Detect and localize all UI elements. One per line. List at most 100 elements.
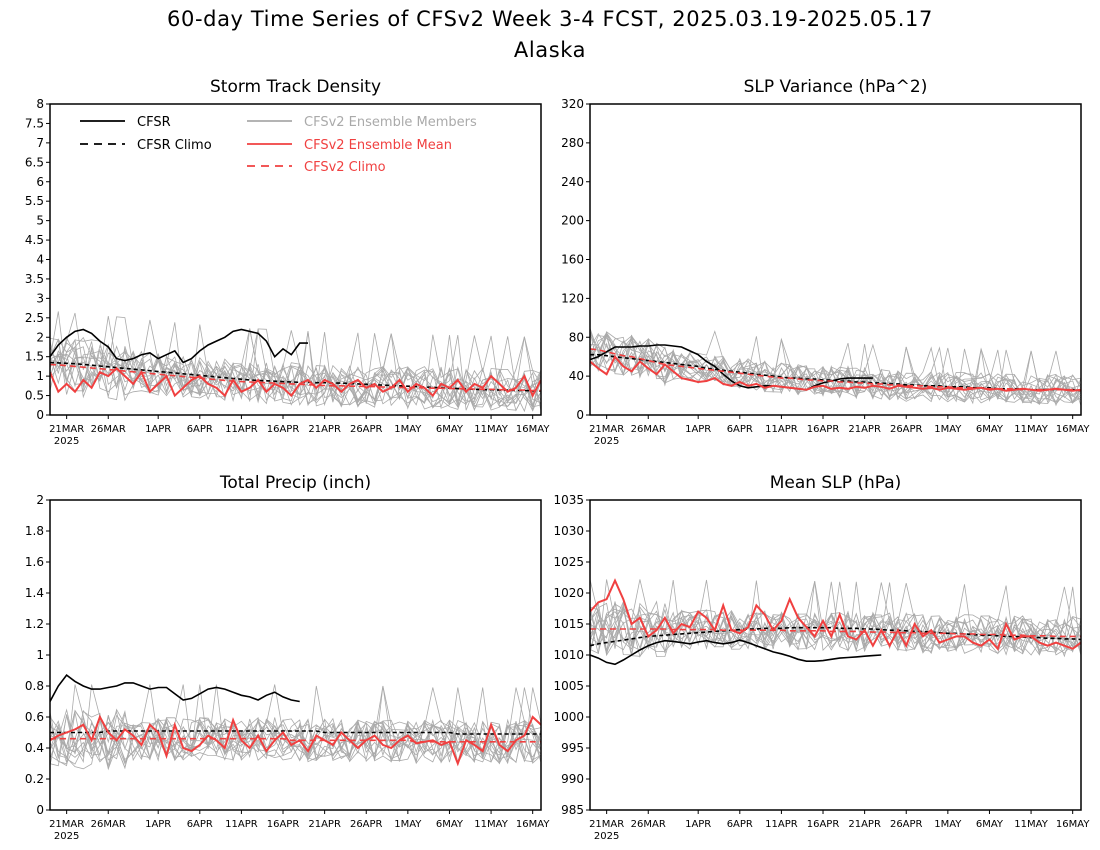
ensemble-member-line — [50, 328, 541, 411]
x-tick-label: 6APR — [727, 424, 753, 435]
x-tick-label: 1MAY — [934, 819, 962, 830]
ensemble-member-line — [590, 341, 1081, 400]
ensemble-member-line — [50, 684, 541, 763]
y-tick-label: 320 — [561, 97, 584, 111]
plot-area — [590, 327, 1081, 407]
x-tick-label: 21MAR — [589, 424, 624, 435]
y-tick-label: 1020 — [553, 586, 584, 600]
ensemble-member-line — [590, 336, 1081, 405]
y-tick-label: 1000 — [553, 710, 584, 724]
x-year-label: 2025 — [594, 831, 619, 842]
figure-subtitle: Alaska — [513, 38, 587, 62]
plot-frame — [49, 499, 542, 811]
y-tick-label: 0 — [576, 408, 584, 422]
chart-panel-1: Storm Track Density 0 0.5 1 1.5 2 2.5 3 3.5 4 4.5 5… — [25, 77, 550, 447]
y-tick-label: 8 — [36, 97, 44, 111]
x-tick-label: 1APR — [685, 819, 711, 830]
x-tick-label: 16MAY — [1056, 424, 1090, 435]
series-line-cfsv2-ensemble-mean — [590, 578, 1081, 651]
y-tick-label: 985 — [561, 803, 584, 817]
x-tick-label: 11MAY — [1014, 819, 1048, 830]
y-tick-label: 280 — [561, 136, 584, 150]
y-tick-label: 5.5 — [25, 194, 44, 208]
y-tick-label: 0.5 — [25, 389, 44, 403]
series-line-cfsv2-climo — [50, 363, 541, 392]
y-tick-label: 5 — [36, 214, 44, 228]
x-tick-label: 11APR — [765, 424, 798, 435]
x-tick-label: 16APR — [267, 424, 300, 435]
y-tick-label: 7.5 — [25, 116, 44, 130]
chart-title: SLP Variance (hPa^2) — [744, 77, 928, 97]
ensemble-member-line — [590, 579, 1081, 653]
x-tick-label: 6MAY — [976, 819, 1004, 830]
x-tick-label: 16MAY — [516, 424, 550, 435]
y-tick-label: 1 — [36, 648, 44, 662]
legend-label: CFSv2 Ensemble Mean — [304, 138, 452, 153]
series-line-cfsr-climo — [590, 353, 1081, 392]
plot-frame — [589, 103, 1082, 416]
y-tick-label: 1.2 — [25, 617, 44, 631]
series-line-cfsr — [590, 344, 873, 391]
x-tick-label: 26APR — [350, 819, 383, 830]
ensemble-member-line — [50, 335, 541, 412]
y-tick-label: 990 — [561, 772, 584, 786]
y-tick-label: 0 — [36, 408, 44, 422]
y-tick-label: 1010 — [553, 648, 584, 662]
chart-title: Mean SLP (hPa) — [770, 473, 902, 493]
x-tick-label: 21APR — [848, 819, 881, 830]
series-line-cfsv2-ensemble-mean — [50, 714, 541, 767]
y-tick-label: 4 — [36, 253, 44, 267]
x-tick-label: 1MAY — [394, 819, 422, 830]
x-tick-label: 1APR — [145, 424, 171, 435]
figure-title: 60-day Time Series of CFSv2 Week 3-4 FCS… — [167, 7, 933, 31]
y-tick-label: 0.8 — [25, 679, 44, 693]
figure-header: 60-day Time Series of CFSv2 Week 3-4 FCS… — [0, 4, 1100, 66]
ensemble-member-line — [50, 685, 541, 765]
x-tick-label: 21MAR — [49, 424, 84, 435]
series-line-cfsr — [590, 639, 882, 666]
y-tick-label: 1.6 — [25, 555, 44, 569]
x-tick-label: 1MAY — [934, 424, 962, 435]
chart-title: Total Precip (inch) — [219, 473, 371, 493]
x-tick-label: 6APR — [187, 819, 213, 830]
ensemble-member-line — [50, 328, 541, 411]
ensemble-member-line — [50, 333, 541, 408]
series-line-cfsr — [50, 673, 300, 703]
y-tick-label: 160 — [561, 253, 584, 267]
x-tick-label: 1APR — [145, 819, 171, 830]
x-tick-label: 1APR — [685, 424, 711, 435]
y-tick-label: 1025 — [553, 555, 584, 569]
x-tick-label: 26APR — [890, 424, 923, 435]
plot-frame — [49, 103, 542, 416]
x-tick-label: 6MAY — [436, 819, 464, 830]
plot-area — [50, 673, 541, 771]
x-tick-label: 21MAR — [589, 819, 624, 830]
y-tick-label: 995 — [561, 741, 584, 755]
y-tick-label: 4.5 — [25, 233, 44, 247]
x-tick-label: 11MAY — [1014, 424, 1048, 435]
x-tick-label: 16APR — [807, 819, 840, 830]
y-tick-label: 120 — [561, 291, 584, 305]
ensemble-member-line — [590, 335, 1081, 405]
ensemble-member-line — [50, 685, 541, 771]
y-tick-label: 1035 — [553, 493, 584, 507]
ensemble-member-line — [590, 581, 1081, 658]
y-tick-label: 0.2 — [25, 772, 44, 786]
y-tick-label: 40 — [569, 369, 584, 383]
x-tick-label: 26APR — [890, 819, 923, 830]
series-line-cfsv2-climo — [590, 348, 1081, 392]
x-tick-label: 26MAR — [631, 424, 666, 435]
series-line-cfsv2-climo — [50, 737, 541, 743]
x-tick-label: 11APR — [225, 819, 258, 830]
x-tick-label: 21APR — [308, 424, 341, 435]
y-tick-label: 1 — [36, 369, 44, 383]
y-tick-label: 1.4 — [25, 586, 44, 600]
x-tick-label: 6MAY — [976, 424, 1004, 435]
chart-panel-4: Mean SLP (hPa) 985 990 995 1000 1005 1010 1015 1… — [553, 473, 1090, 842]
chart-legend: CFSR CFSR Climo CFSv2 Ensemble Members CFSv… — [80, 115, 477, 175]
y-tick-label: 80 — [569, 330, 584, 344]
ensemble-member-line — [590, 330, 1081, 406]
y-tick-label: 0.4 — [25, 741, 44, 755]
y-tick-label: 200 — [561, 214, 584, 228]
